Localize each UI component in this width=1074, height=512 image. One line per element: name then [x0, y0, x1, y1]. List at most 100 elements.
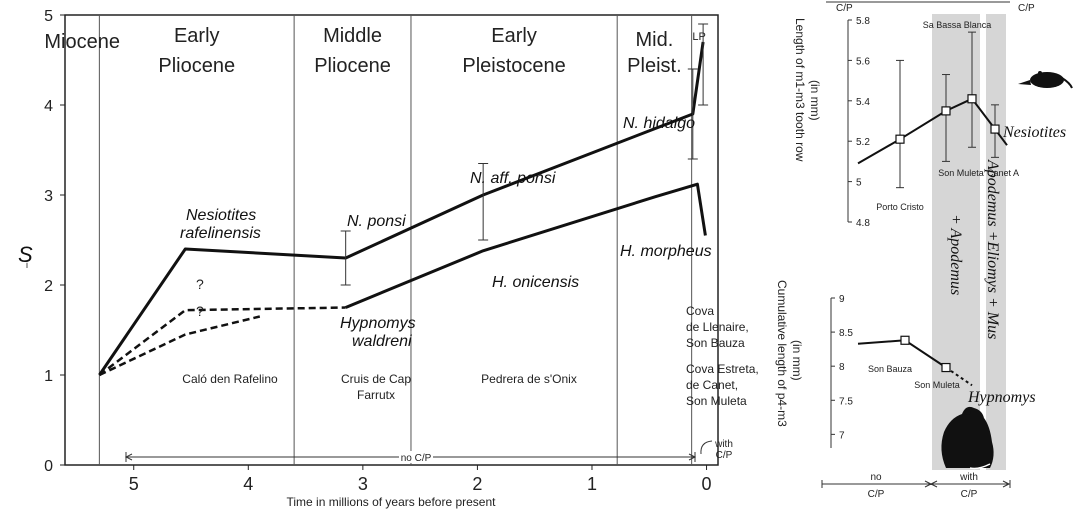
m1m3-mean-marker — [990, 124, 1000, 134]
label-hypnomys: Hypnomys — [967, 389, 1036, 406]
site-son-bauza: Son Bauza — [868, 364, 912, 374]
plot-frame — [64, 14, 719, 466]
label-plus-apodemus: + Apodemus — [947, 214, 964, 295]
epoch-label: Pleistocene — [462, 55, 565, 77]
with-cp-label-line2: C/P — [716, 450, 733, 461]
shrew-icon — [1018, 71, 1073, 89]
dashed-series-line — [98, 306, 346, 376]
epoch-label: Pliocene — [314, 55, 391, 77]
series-line — [345, 182, 707, 309]
m1m3-mean-marker — [895, 134, 905, 144]
site-calo-den-rafelino: Caló den Rafelino — [182, 372, 278, 386]
x-tick-label: 5 — [129, 474, 139, 494]
bottom-no-cp-line2: C/P — [868, 489, 885, 500]
m1m3-y-tick-label: 5.8 — [856, 16, 870, 27]
taxon-h-morpheus: H. morpheus — [620, 243, 712, 260]
epoch-label: Early — [174, 25, 220, 47]
question-mark-upper: ? — [196, 276, 204, 292]
dashed-series-line — [98, 315, 261, 377]
m1m3-mean-marker — [967, 94, 977, 104]
with-cp-label-line1: with — [714, 439, 733, 450]
bottom-no-cp-line1: no — [870, 472, 882, 483]
taxon-nesiotites-rafelinensis-line1: Nesiotites — [186, 207, 256, 224]
taxon-hypnomys-waldreni-line2: waldreni — [352, 333, 412, 350]
epoch-label: Miocene — [44, 31, 120, 53]
epoch-label: Mid. — [636, 29, 674, 51]
taxon-n-aff-ponsi: N. aff. ponsi — [470, 170, 556, 187]
site-cruis-de-cap-farrutx-line2: Farrutx — [357, 388, 395, 402]
with-cp-pointer — [700, 440, 713, 455]
label-apodemus-eliomys-mus: Apodemus +Eliomys + Mus — [984, 159, 1001, 339]
site-cova-de-llenaire-line2: de Llenaire, — [686, 320, 749, 334]
bottom-range-arrows — [821, 480, 1011, 488]
y-tick-label: 0 — [44, 458, 53, 475]
site-pedrera-de-sonix: Pedrera de s'Onix — [481, 372, 577, 386]
m1m3-y-tick-label: 5.2 — [856, 137, 870, 148]
epoch-label: Pliocene — [158, 55, 235, 77]
site-son-muleta-top: Son Muleta — [938, 168, 984, 178]
no-cp-label-bg — [399, 451, 433, 463]
series-line — [98, 41, 705, 376]
p4m3-y-tick-label: 7 — [839, 430, 845, 441]
taxon-n-ponsi: N. ponsi — [347, 213, 406, 230]
x-tick-label: 0 — [702, 474, 712, 494]
p4m3-y-tick-label: 7.5 — [839, 396, 853, 407]
bottom-with-cp-line2: C/P — [961, 489, 978, 500]
site-cruis-de-cap-farrutx-line1: Cruis de Cap — [341, 372, 411, 386]
right-panel: C/P C/P 4.8 5 5.2 5.4 5.6 5.8 Length of m1-m3… — [775, 1, 1073, 500]
p4m3-y-tick-label: 8 — [839, 362, 845, 373]
x-tick-label: 4 — [243, 474, 253, 494]
site-son-muleta-bottom: Son Muleta — [914, 380, 960, 390]
top-cp-label-right: C/P — [1018, 3, 1035, 14]
bottom-with-cp-line1: with — [959, 472, 978, 483]
taxon-hypnomys-waldreni-line1: Hypnomys — [340, 315, 416, 332]
m1m3-y-label-line1: Length of m1-m3 tooth row — [793, 18, 807, 162]
shaded-band — [932, 14, 1006, 470]
no-cp-range-arrows — [124, 452, 697, 462]
question-mark-lower: ? — [196, 303, 204, 319]
site-cova-estreta-line3: Son Muleta — [686, 394, 747, 408]
m1m3-y-tick-label: 5.6 — [856, 56, 870, 67]
site-canet-a: Canet A — [987, 168, 1019, 178]
m1m3-y-tick-label: 5.4 — [856, 97, 870, 108]
p4m3-mean-marker — [900, 335, 910, 345]
y-tick-label: 3 — [44, 188, 53, 205]
site-porto-cristo: Porto Cristo — [876, 202, 924, 212]
p4m3-y-tick-label: 9 — [839, 294, 845, 305]
y-axis-label-subscript: i — [26, 260, 28, 270]
site-cova-estreta-line1: Cova Estreta, — [686, 362, 759, 376]
taxon-n-hidalgo: N. hidalgo — [623, 115, 695, 132]
epoch-label: Middle — [323, 25, 382, 47]
epoch-label: LP — [692, 31, 705, 43]
label-nesiotites: Nesiotites — [1002, 124, 1066, 141]
top-cp-label-left: C/P — [836, 3, 853, 14]
y-axis-label: S — [18, 242, 33, 267]
site-sa-bassa-blanca: Sa Bassa Blanca — [923, 20, 992, 30]
m1m3-y-label-line2: (in mm) — [808, 80, 822, 121]
epoch-label: Pleist. — [627, 55, 681, 77]
x-tick-label: 3 — [358, 474, 368, 494]
site-cova-de-llenaire-line1: Cova — [686, 304, 714, 318]
m1m3-y-tick-label: 5 — [856, 178, 862, 189]
y-tick-label: 5 — [44, 8, 53, 25]
dormouse-icon — [941, 406, 994, 470]
p4m3-mean-marker — [941, 362, 951, 373]
taxon-h-onicensis: H. onicensis — [492, 274, 579, 291]
x-tick-label: 2 — [472, 474, 482, 494]
m1m3-y-tick-label: 4.8 — [856, 218, 870, 229]
y-tick-label: 2 — [44, 278, 53, 295]
p4m3-y-label-line1: Cumulative length of p4-m3 — [775, 280, 789, 427]
x-axis-label: Time in millions of years before present — [287, 495, 497, 509]
p4m3-y-label-line2: (in mm) — [790, 340, 804, 381]
p4m3-y-tick-label: 8.5 — [839, 328, 853, 339]
site-cova-de-llenaire-line3: Son Bauza — [686, 336, 745, 350]
m1m3-mean-marker — [941, 106, 951, 116]
y-tick-label: 1 — [44, 368, 53, 385]
no-cp-label: no C/P — [401, 453, 432, 464]
epoch-label: Early — [491, 25, 537, 47]
taxon-nesiotites-rafelinensis-line2: rafelinensis — [180, 225, 261, 242]
s-index-chart: Miocene Early Pliocene Middle Pliocene Early P… — [18, 8, 759, 509]
x-tick-label: 1 — [587, 474, 597, 494]
p4m3-dashed-extension — [945, 366, 973, 387]
